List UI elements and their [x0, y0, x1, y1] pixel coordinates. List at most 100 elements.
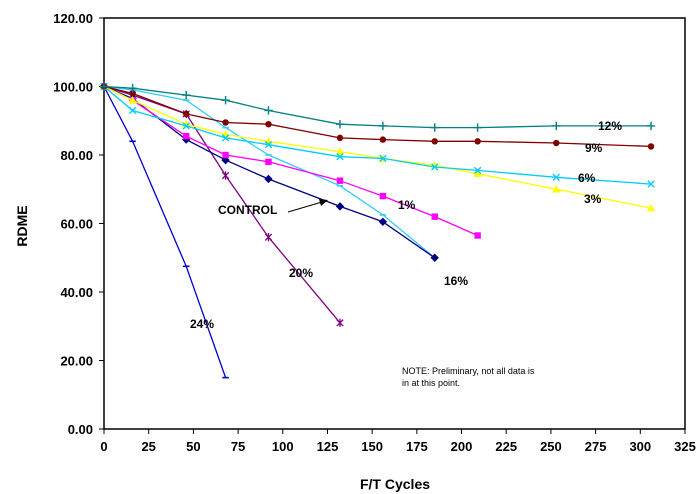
y-tick-label: 60.00	[60, 217, 93, 232]
data-point	[182, 122, 190, 130]
data-point	[128, 106, 137, 115]
x-tick-label: 25	[141, 439, 155, 454]
y-tick-label: 100.00	[53, 80, 93, 95]
data-point	[552, 173, 560, 181]
data-point	[335, 119, 345, 129]
y-tick-label: 80.00	[60, 148, 93, 163]
series-line	[103, 85, 436, 259]
data-point	[473, 166, 482, 175]
plot-frame	[103, 17, 686, 430]
data-point	[335, 147, 345, 155]
series-label: 16%	[444, 274, 468, 288]
data-point	[552, 185, 561, 193]
data-point	[336, 177, 344, 184]
data-point	[221, 171, 230, 180]
data-point	[431, 163, 439, 171]
x-tick-label: 250	[540, 439, 562, 454]
data-point	[552, 121, 561, 131]
x-tick-label: 175	[406, 439, 428, 454]
data-point	[183, 110, 190, 118]
data-point	[128, 84, 137, 93]
x-tick-label: 75	[231, 439, 245, 454]
series-labels: 24% 20% 16% CONTROL 1% 3% 6% 9% 12%	[190, 119, 622, 331]
x-axis-title: F/T Cycles	[360, 476, 430, 492]
data-point	[379, 136, 387, 143]
data-point	[473, 123, 482, 132]
x-tick-label: 100	[272, 439, 294, 454]
axes: 0 25 50 75 100 125 150 175 200 225 250 275 300 325 0.0…	[53, 11, 696, 454]
note: NOTE: Preliminary, not all data is in at…	[402, 366, 535, 388]
data-point	[129, 90, 136, 97]
data-point	[183, 132, 190, 140]
data-point	[430, 253, 439, 262]
data-point	[221, 134, 230, 142]
x-tick-label: 325	[674, 439, 696, 454]
data-point	[335, 202, 345, 211]
data-point	[222, 151, 229, 159]
x-tick-label: 125	[317, 439, 339, 454]
data-point	[431, 138, 438, 145]
x-tick-label: 275	[585, 439, 607, 454]
y-tick-label: 20.00	[60, 354, 93, 369]
series-line	[103, 86, 227, 378]
series-line	[103, 85, 478, 237]
data-point	[474, 138, 481, 145]
data-point	[264, 174, 273, 184]
data-point	[473, 169, 482, 178]
series-label: 6%	[578, 171, 596, 185]
data-point	[265, 158, 272, 166]
series-12pct	[99, 82, 656, 132]
data-point	[128, 96, 137, 104]
y-tick-label: 40.00	[60, 285, 93, 300]
data-point	[99, 82, 109, 91]
series-label: 9%	[585, 141, 603, 155]
data-point	[265, 120, 272, 128]
data-point	[264, 106, 273, 115]
series-line	[103, 85, 436, 259]
data-point	[378, 121, 388, 131]
data-point	[221, 96, 230, 105]
series-line	[103, 85, 652, 209]
data-point	[264, 141, 273, 149]
y-axis-title: RDME	[14, 205, 30, 246]
series-label: 12%	[598, 119, 622, 133]
series-layer	[99, 82, 656, 379]
data-point	[647, 143, 655, 150]
y-tick-label: 120.00	[53, 11, 93, 26]
arrow-head	[319, 199, 328, 206]
data-point	[264, 233, 273, 242]
series-label: 24%	[190, 317, 214, 331]
data-point	[474, 232, 481, 239]
series-label: 20%	[289, 266, 313, 280]
data-point	[336, 318, 344, 328]
note-line-1: NOTE: Preliminary, not all data is	[402, 366, 535, 376]
y-tick-label: 0.00	[68, 422, 93, 437]
data-point	[336, 134, 344, 142]
data-point	[378, 217, 388, 226]
series-label: 3%	[584, 192, 602, 206]
note-line-2: in at this point.	[402, 378, 460, 388]
data-point	[182, 90, 191, 100]
x-tick-label: 300	[629, 439, 651, 454]
data-point	[646, 203, 656, 212]
series-1pct	[100, 83, 481, 239]
data-point	[430, 123, 439, 132]
data-point	[431, 213, 438, 220]
series-3pct	[99, 82, 656, 212]
x-tick-label: 150	[361, 439, 383, 454]
data-point	[379, 154, 387, 163]
series-line	[103, 85, 341, 324]
x-tick-label: 200	[451, 439, 473, 454]
data-point	[553, 139, 560, 147]
x-tick-label: 0	[100, 439, 107, 454]
data-point	[647, 180, 655, 188]
arrow-shaft	[287, 201, 323, 213]
series-control	[99, 82, 439, 262]
control-arrow	[287, 199, 328, 213]
x-tick-label: 225	[495, 439, 517, 454]
series-label: CONTROL	[218, 203, 277, 217]
series-label: 1%	[398, 198, 416, 212]
data-point	[379, 192, 387, 200]
data-point	[336, 153, 344, 161]
